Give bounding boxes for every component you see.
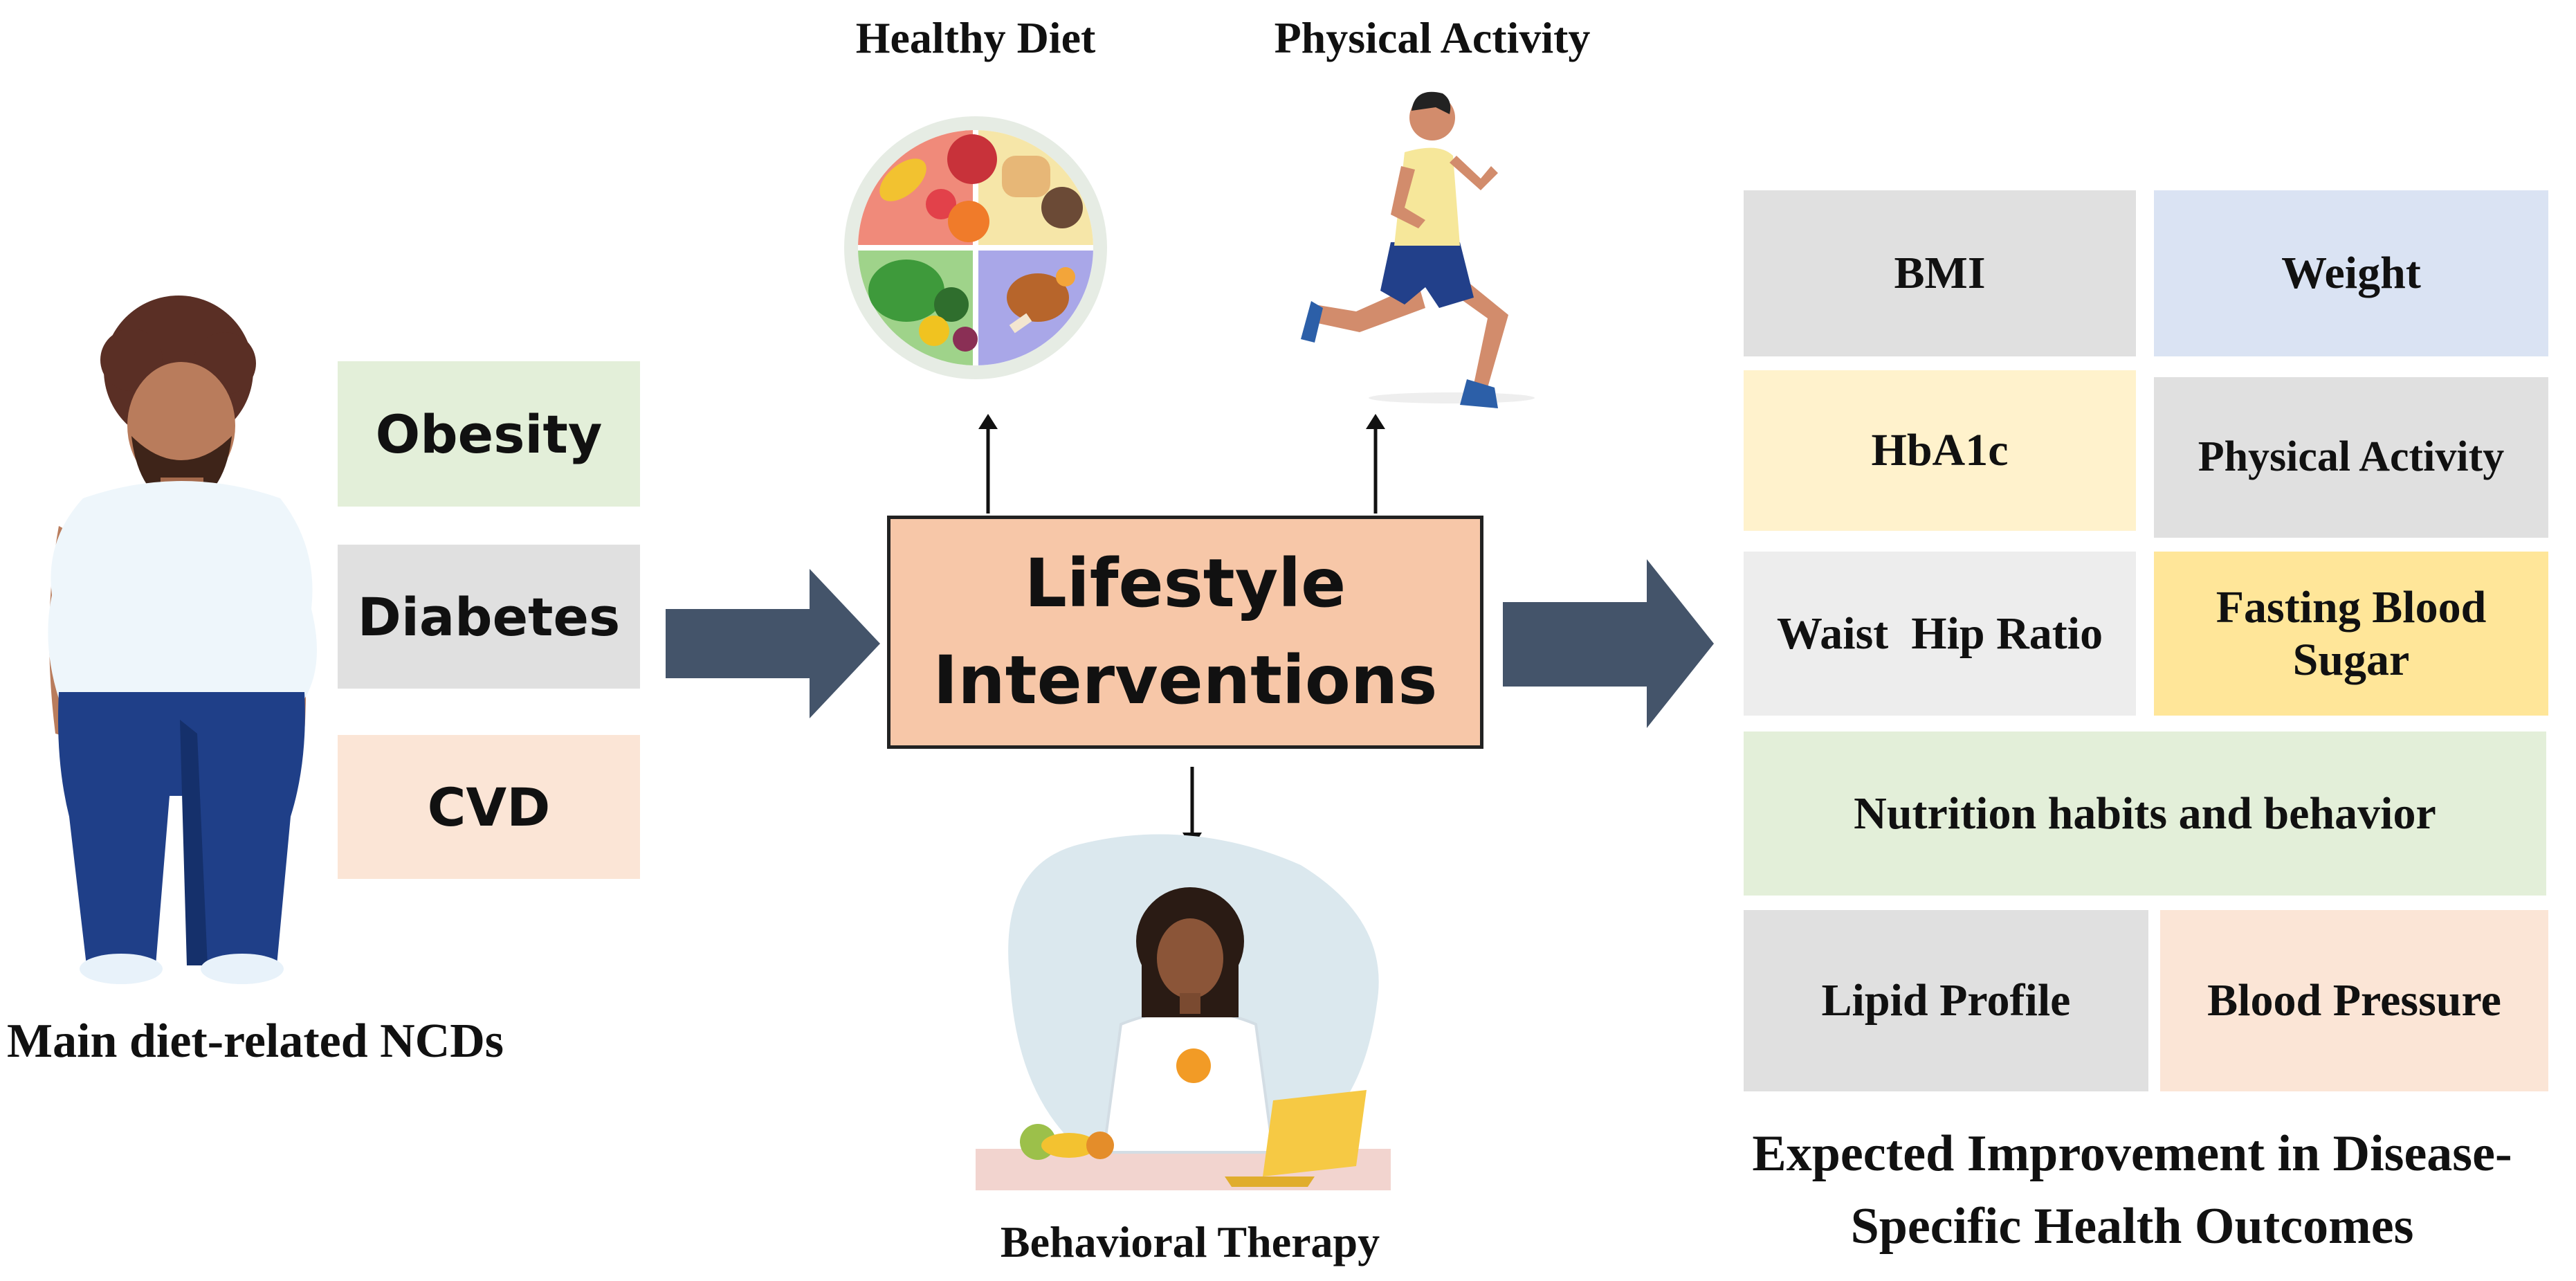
outcome-fasting-blood-sugar-label: Fasting Blood Sugar xyxy=(2216,581,2487,685)
healthy-diet-label: Healthy Diet xyxy=(855,13,1096,62)
outcome-blood-pressure-label: Blood Pressure xyxy=(2207,975,2501,1026)
main-title-line1: Lifestyle xyxy=(1024,545,1346,623)
condition-diabetes-label: Diabetes xyxy=(357,585,621,648)
outcome-physical-activity: Physical Activity xyxy=(2154,377,2548,538)
outcome-fasting-blood-sugar: Fasting Blood Sugar xyxy=(2154,552,2548,716)
lifestyle-interventions-box: Lifestyle Interventions xyxy=(887,516,1483,749)
outcome-waist-hip-ratio-label: Waist Hip Ratio xyxy=(1776,608,2103,659)
runner-illustration xyxy=(1301,91,1535,408)
outcome-hba1c: HbA1c xyxy=(1744,370,2136,531)
outcome-bmi-label: BMI xyxy=(1894,248,1986,299)
outcome-physical-activity-label: Physical Activity xyxy=(2198,433,2505,481)
right-caption-line1: Expected Improvement in Disease- xyxy=(1752,1125,2512,1182)
main-title-line2: Interventions xyxy=(933,641,1438,719)
person-illustration xyxy=(48,296,317,984)
behavioral-therapy-label: Behavioral Therapy xyxy=(1000,1217,1380,1266)
outcome-lipid-profile-label: Lipid Profile xyxy=(1821,975,2071,1026)
condition-cvd: CVD xyxy=(338,735,640,879)
condition-obesity: Obesity xyxy=(338,361,640,507)
right-arrow xyxy=(1503,559,1714,728)
outcome-weight: Weight xyxy=(2154,190,2548,356)
condition-obesity-label: Obesity xyxy=(375,403,603,465)
outcome-bmi: BMI xyxy=(1744,190,2136,356)
outcome-nutrition: Nutrition habits and behavior xyxy=(1744,732,2546,896)
outcome-blood-pressure: Blood Pressure xyxy=(2160,910,2548,1091)
healthy-diet-plate xyxy=(844,116,1107,379)
condition-diabetes: Diabetes xyxy=(338,545,640,689)
behavioral-therapy-illustration xyxy=(976,834,1391,1190)
outcome-lipid-profile: Lipid Profile xyxy=(1744,910,2148,1091)
left-arrow xyxy=(666,569,880,718)
right-caption-line2: Specific Health Outcomes xyxy=(1850,1198,2414,1255)
physical-activity-label: Physical Activity xyxy=(1274,13,1591,62)
outcome-nutrition-label: Nutrition habits and behavior xyxy=(1854,788,2436,839)
left-caption: Main diet-related NCDs xyxy=(7,1015,504,1068)
outcome-weight-label: Weight xyxy=(2281,248,2421,299)
outcome-hba1c-label: HbA1c xyxy=(1871,425,2009,476)
outcome-waist-hip-ratio: Waist Hip Ratio xyxy=(1744,552,2136,716)
condition-cvd-label: CVD xyxy=(427,776,551,838)
